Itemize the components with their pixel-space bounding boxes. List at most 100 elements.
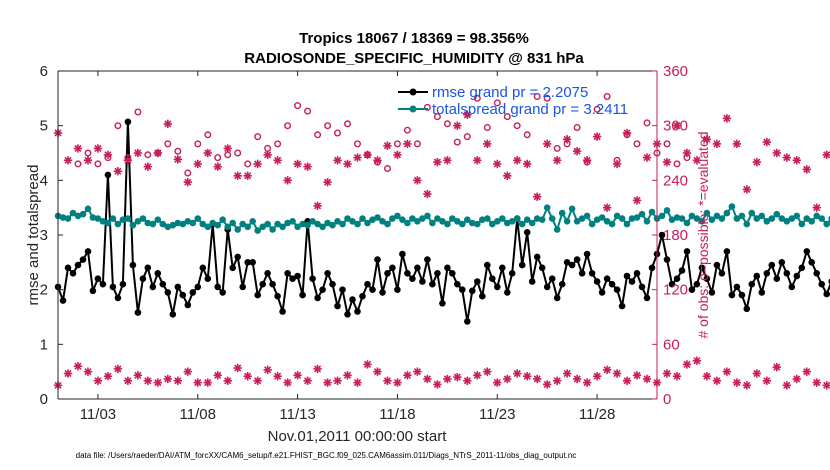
point-totalspread-grand-pr-3-2411: [643, 218, 651, 225]
point-rmse-grand-pr-2-2075: [454, 280, 461, 288]
point-rmse-grand-pr-2-2075: [518, 261, 526, 269]
point-totalspread-grand-pr-3-2411: [464, 216, 471, 223]
point-obs-evaluated: [702, 135, 712, 144]
point-obs-possible: [274, 140, 282, 148]
point-rmse-grand-pr-2-2075: [543, 283, 551, 291]
point-totalspread-grand-pr-3-2411: [523, 216, 531, 223]
point-totalspread-grand-pr-3-2411: [573, 218, 581, 225]
point-obs-bottom-evaluated: [343, 371, 352, 380]
point-obs-evaluated: [513, 156, 522, 165]
point-totalspread-grand-pr-3-2411: [678, 215, 686, 222]
point-obs-bottom-evaluated: [363, 360, 372, 369]
point-totalspread-grand-pr-3-2411: [409, 215, 416, 222]
point-totalspread-grand-pr-3-2411: [404, 219, 411, 227]
point-obs-evaluated: [383, 141, 392, 150]
point-obs-bottom-evaluated: [403, 371, 412, 380]
point-obs-evaluated: [233, 171, 242, 180]
point-obs-bottom-evaluated: [612, 369, 622, 378]
point-obs-possible: [443, 120, 451, 128]
point-obs-bottom-evaluated: [822, 381, 830, 390]
point-totalspread-grand-pr-3-2411: [304, 221, 311, 229]
point-obs-possible: [234, 149, 242, 157]
point-obs-bottom-evaluated: [383, 376, 392, 385]
point-obs-possible: [84, 149, 92, 157]
y-right-tick-label: 300: [663, 118, 688, 135]
point-totalspread-grand-pr-3-2411: [249, 218, 256, 225]
point-rmse-grand-pr-2-2075: [728, 291, 736, 299]
point-totalspread-grand-pr-3-2411: [149, 220, 157, 228]
point-totalspread-grand-pr-3-2411: [548, 215, 556, 222]
point-rmse-grand-pr-2-2075: [608, 280, 616, 288]
point-obs-evaluated: [63, 156, 73, 165]
point-rmse-grand-pr-2-2075: [793, 272, 801, 280]
point-obs-bottom-evaluated: [393, 378, 402, 387]
point-totalspread-grand-pr-3-2411: [508, 218, 516, 225]
point-obs-evaluated: [712, 139, 722, 149]
point-rmse-grand-pr-2-2075: [588, 270, 596, 277]
point-totalspread-grand-pr-3-2411: [479, 216, 486, 223]
point-totalspread-grand-pr-3-2411: [399, 216, 406, 223]
point-obs-evaluated: [602, 203, 612, 212]
point-rmse-grand-pr-2-2075: [399, 250, 406, 258]
point-totalspread-grand-pr-3-2411: [788, 215, 796, 222]
point-totalspread-grand-pr-3-2411: [528, 219, 536, 227]
x-tick-label: 11/08: [180, 406, 216, 423]
point-rmse-grand-pr-2-2075: [204, 275, 212, 283]
point-obs-evaluated: [343, 159, 352, 169]
point-rmse-grand-pr-2-2075: [189, 289, 197, 296]
point-rmse-grand-pr-2-2075: [578, 270, 586, 277]
point-obs-evaluated: [203, 148, 212, 158]
point-rmse-grand-pr-2-2075: [718, 270, 726, 277]
point-totalspread-grand-pr-3-2411: [773, 210, 781, 218]
point-obs-possible: [513, 122, 521, 130]
point-rmse-grand-pr-2-2075: [678, 267, 686, 274]
point-rmse-grand-pr-2-2075: [439, 300, 446, 307]
point-obs-possible: [663, 140, 671, 148]
point-totalspread-grand-pr-3-2411: [59, 214, 67, 221]
point-obs-possible: [423, 103, 431, 111]
point-totalspread-grand-pr-3-2411: [274, 220, 281, 228]
point-rmse-grand-pr-2-2075: [703, 275, 711, 283]
point-rmse-grand-pr-2-2075: [264, 270, 271, 277]
point-obs-evaluated: [83, 156, 93, 165]
x-axis-label: Nov.01,2011 00:00:00 start: [268, 428, 448, 445]
point-rmse-grand-pr-2-2075: [474, 278, 481, 285]
point-rmse-grand-pr-2-2075: [319, 286, 326, 294]
point-obs-evaluated: [103, 150, 113, 160]
point-rmse-grand-pr-2-2075: [349, 296, 356, 303]
point-rmse-grand-pr-2-2075: [688, 286, 696, 294]
point-obs-evaluated: [552, 156, 562, 165]
point-obs-evaluated: [423, 189, 432, 199]
point-totalspread-grand-pr-3-2411: [239, 220, 246, 228]
point-obs-bottom-evaluated: [353, 378, 362, 387]
point-obs-evaluated: [123, 156, 133, 165]
point-totalspread-grand-pr-3-2411: [708, 216, 716, 223]
point-totalspread-grand-pr-3-2411: [299, 220, 306, 228]
point-obs-evaluated: [243, 171, 252, 180]
point-obs-evaluated: [323, 177, 332, 187]
point-obs-possible: [244, 160, 252, 168]
point-rmse-grand-pr-2-2075: [798, 264, 806, 272]
point-obs-evaluated: [73, 144, 83, 153]
point-totalspread-grand-pr-3-2411: [728, 203, 736, 210]
point-rmse-grand-pr-2-2075: [743, 305, 751, 313]
point-obs-possible: [433, 113, 441, 121]
point-rmse-grand-pr-2-2075: [499, 264, 506, 272]
point-totalspread-grand-pr-3-2411: [648, 208, 656, 216]
point-totalspread-grand-pr-3-2411: [169, 221, 177, 229]
point-obs-evaluated: [493, 159, 502, 169]
point-obs-evaluated: [632, 196, 642, 205]
point-totalspread-grand-pr-3-2411: [234, 226, 241, 233]
point-obs-possible: [603, 92, 611, 100]
point-totalspread-grand-pr-3-2411: [104, 219, 112, 227]
point-obs-bottom-evaluated: [732, 378, 742, 387]
point-rmse-grand-pr-2-2075: [414, 264, 421, 272]
point-totalspread-grand-pr-3-2411: [309, 218, 316, 225]
y-tick-label: 4: [40, 172, 48, 189]
point-rmse-grand-pr-2-2075: [274, 292, 281, 300]
point-totalspread-grand-pr-3-2411: [633, 214, 641, 221]
point-obs-evaluated: [433, 157, 442, 167]
point-totalspread-grand-pr-3-2411: [683, 219, 691, 227]
point-totalspread-grand-pr-3-2411: [344, 215, 351, 222]
point-totalspread-grand-pr-3-2411: [439, 218, 446, 225]
